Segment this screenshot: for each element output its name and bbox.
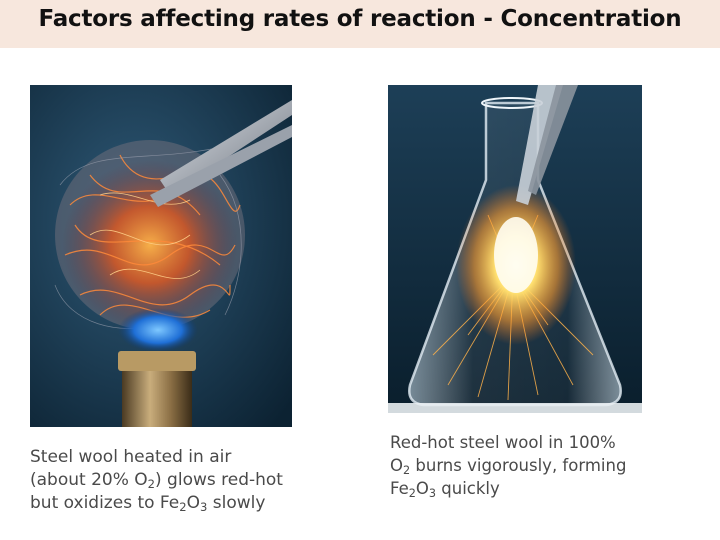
caption-right-line-2: O2 burns vigorously, forming	[390, 456, 627, 477]
steel-wool-in-air-photo	[30, 85, 292, 427]
title-bar	[0, 0, 720, 48]
caption-left-line-2: (about 20% O2) glows red-hot	[30, 470, 283, 491]
caption-left-line-3: but oxidizes to Fe2O3 slowly	[30, 493, 266, 514]
caption-steel-wool-in-oxygen: Red-hot steel wool in 100% O2 burns vigo…	[390, 431, 626, 500]
caption-left-line-1: Steel wool heated in air	[30, 447, 232, 467]
caption-steel-wool-in-air: Steel wool heated in air (about 20% O2) …	[30, 446, 283, 515]
caption-right-line-3: Fe2O3 quickly	[390, 479, 500, 500]
steel-wool-in-oxygen-photo	[388, 85, 642, 413]
caption-right-line-1: Red-hot steel wool in 100%	[390, 433, 616, 452]
slide-title: Factors affecting rates of reaction - Co…	[38, 6, 682, 32]
